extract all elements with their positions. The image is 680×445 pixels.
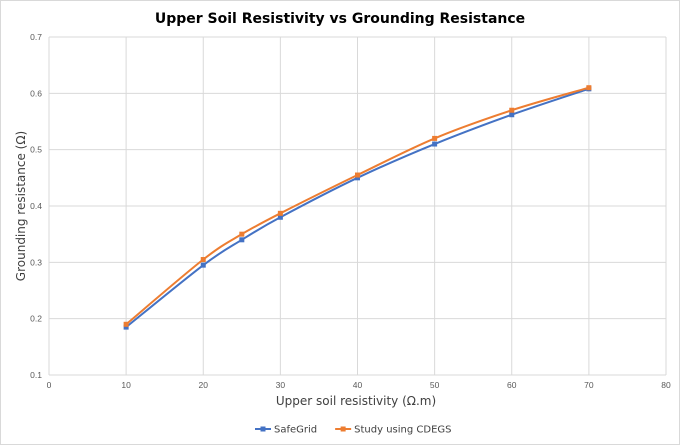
x-tick-label: 50	[430, 380, 440, 390]
data-point-marker	[123, 321, 129, 327]
legend: SafeGrid Study using CDEGS	[255, 425, 451, 436]
y-tick-label: 0.7	[30, 32, 42, 42]
x-tick-label: 10	[121, 380, 131, 390]
y-tick-label: 0.4	[30, 201, 42, 211]
x-axis-title: Upper soil resistivity (Ω.m)	[276, 394, 436, 408]
data-point-marker	[355, 172, 360, 178]
data-point-marker	[277, 210, 283, 216]
x-tick-label: 80	[661, 380, 671, 390]
y-tick-label: 0.2	[30, 314, 42, 324]
y-tick-label: 0.6	[30, 88, 42, 98]
tick-labels: 0.1 0.2 0.3 0.4 0.5 0.6 0.7 0 10 20 30 40 50 60 70 80	[30, 32, 671, 390]
x-tick-label: 40	[353, 380, 363, 390]
legend-item: SafeGrid	[255, 425, 317, 436]
x-tick-label: 0	[47, 380, 52, 390]
x-tick-label: 70	[584, 380, 594, 390]
data-point-marker	[509, 107, 515, 113]
legend-marker	[340, 426, 346, 432]
x-tick-label: 60	[507, 380, 517, 390]
data-point-marker	[432, 141, 438, 147]
y-axis-title: Grounding resistance (Ω)	[14, 131, 28, 281]
gridlines	[48, 36, 667, 376]
legend-label: Study using CDEGS	[354, 425, 451, 436]
data-point-marker	[123, 324, 129, 330]
x-tick-label: 20	[199, 380, 209, 390]
data-point-marker	[200, 257, 206, 263]
data-point-marker	[200, 262, 206, 268]
legend-marker	[260, 426, 266, 432]
series-group	[123, 85, 592, 330]
x-tick-label: 30	[276, 380, 286, 390]
data-point-marker	[239, 237, 245, 243]
series-1	[123, 85, 592, 327]
y-tick-label: 0.1	[30, 370, 42, 380]
data-point-marker	[239, 231, 245, 237]
data-point-marker	[355, 175, 360, 181]
data-point-marker	[586, 85, 592, 91]
data-point-marker	[432, 135, 438, 141]
legend-label: SafeGrid	[274, 425, 317, 436]
y-tick-label: 0.5	[30, 145, 42, 155]
legend-item: Study using CDEGS	[335, 425, 451, 436]
data-point-marker	[509, 112, 515, 118]
y-tick-label: 0.3	[30, 257, 42, 267]
data-point-marker	[277, 214, 283, 220]
chart-title: Upper Soil Resistivity vs Grounding Resi…	[155, 11, 525, 27]
